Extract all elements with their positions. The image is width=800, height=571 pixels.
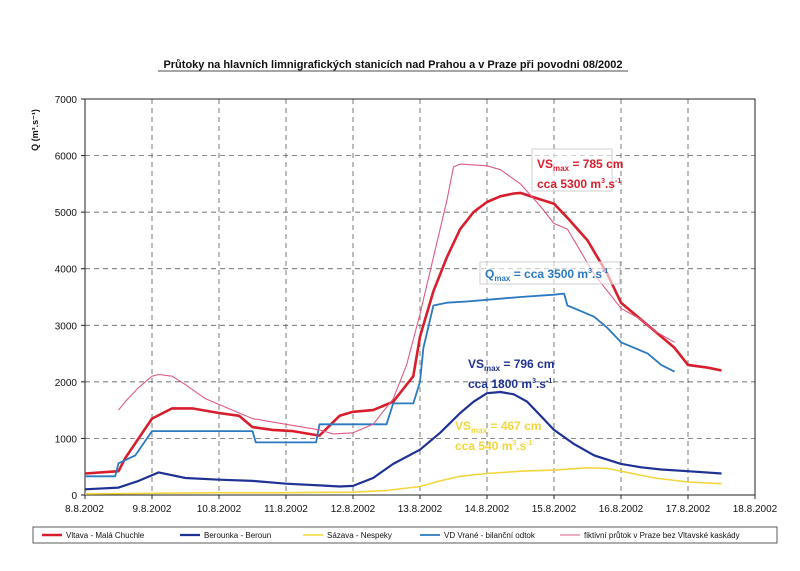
x-axis: 8.8.2002 9.8.2002 10.8.2002 11.8.2002 12.8.2… — [65, 495, 778, 515]
x-tick-label: 18.8.2002 — [733, 504, 778, 515]
y-tick-label: 0 — [71, 491, 77, 502]
y-tick-label: 5000 — [55, 208, 78, 219]
x-tick-label: 15.8.2002 — [532, 504, 577, 515]
x-tick-label: 9.8.2002 — [133, 504, 172, 515]
x-tick-label: 14.8.2002 — [465, 504, 510, 515]
x-tick-label: 8.8.2002 — [65, 504, 104, 515]
y-tick-label: 1000 — [55, 434, 78, 445]
y-tick-label: 7000 — [55, 95, 78, 106]
annotation-line2: cca 540 m3.s-1 — [455, 439, 533, 453]
x-tick-label: 16.8.2002 — [599, 504, 644, 515]
annotation-box — [531, 148, 613, 192]
annotation-line1: VSmax = 785 cm — [537, 157, 623, 173]
grid — [85, 99, 755, 495]
y-axis: 0 1000 2000 3000 4000 5000 6000 7000 — [55, 95, 85, 502]
x-tick-label: 10.8.2002 — [197, 504, 242, 515]
annotation-line1: Qmax = cca 3500 m3.s-1 — [485, 267, 608, 283]
annotation-line2: cca 1800 m3.s-1 — [468, 377, 552, 391]
x-tick-label: 13.8.2002 — [398, 504, 443, 515]
chart-title: Průtoky na hlavních limnigrafických stan… — [163, 59, 622, 71]
legend-label-2: Berounka - Beroun — [204, 531, 271, 540]
annotation-line1: VSmax = 467 cm — [455, 419, 541, 435]
annotation-box — [479, 261, 621, 285]
y-axis-label: Q (m³.s⁻¹) — [30, 109, 40, 151]
x-tick-label: 11.8.2002 — [264, 504, 308, 515]
legend: Vltava - Malá Chuchle Berounka - Beroun Sá… — [42, 531, 740, 540]
legend-label-5: fiktivní průtok v Praze bez Vltavské kas… — [584, 531, 740, 540]
series-line-4 — [85, 292, 676, 478]
y-tick-label: 6000 — [55, 152, 78, 163]
legend-box — [32, 526, 778, 544]
y-tick-label: 4000 — [55, 265, 78, 276]
y-tick-label: 2000 — [55, 378, 78, 389]
legend-label-3: Sázava - Nespeky — [327, 531, 392, 540]
series-line-5 — [118, 163, 675, 435]
annotation-line2: cca 5300 m3.s-1 — [537, 177, 621, 191]
series-line-1 — [84, 191, 722, 475]
annotations: VSmax = 785 cm cca 5300 m3.s-1 Qmax = cca … — [455, 148, 623, 453]
legend-label-4: VD Vrané - bilanční odtok — [444, 531, 536, 540]
annotation-line1: VSmax = 796 cm — [468, 357, 554, 373]
x-tick-label: 17.8.2002 — [666, 504, 711, 515]
legend-label-1: Vltava - Malá Chuchle — [66, 531, 145, 540]
series-line-3 — [84, 467, 722, 495]
y-tick-label: 3000 — [55, 321, 78, 332]
series-line-2 — [84, 390, 722, 491]
series-lines — [84, 163, 722, 495]
x-tick-label: 12.8.2002 — [331, 504, 376, 515]
